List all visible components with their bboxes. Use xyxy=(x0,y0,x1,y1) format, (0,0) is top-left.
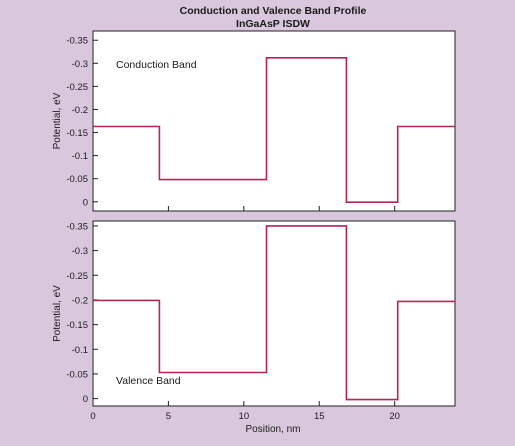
y-axis-ticks: 0 -0.05 -0.1 -0.15 -0.2 -0.25 -0.3 -0.35 xyxy=(66,221,98,405)
x-tick-label: 10 xyxy=(239,411,250,422)
y-axis-label: Potential, eV xyxy=(52,92,63,149)
y-tick-label: -0.35 xyxy=(66,221,88,232)
series-layer xyxy=(93,56,455,203)
series-layer xyxy=(93,225,455,401)
panel-label: Valence Band xyxy=(116,375,181,387)
band-profile-line xyxy=(93,56,455,203)
y-tick-label: -0.3 xyxy=(72,59,88,70)
y-tick-label: -0.1 xyxy=(72,345,88,356)
chart-title: Conduction and Valence Band Profile xyxy=(180,5,367,17)
x-axis-ticks xyxy=(167,206,396,211)
y-tick-label: -0.2 xyxy=(72,105,88,116)
y-tick-label: -0.3 xyxy=(72,246,88,257)
plot-frame xyxy=(92,220,456,407)
y-axis-ticks: -0.35 -0.3 -0.25 -0.2 -0.15 -0.1 -0.05 0 xyxy=(66,36,98,208)
conduction-band-panel: -0.35 -0.3 -0.25 -0.2 -0.15 -0.1 -0.05 0 Potent… xyxy=(52,30,456,212)
plot-frame xyxy=(92,30,456,212)
y-tick-label: -0.35 xyxy=(66,36,88,47)
y-tick-label: -0.05 xyxy=(66,174,88,185)
valence-band-panel: 0 -0.05 -0.1 -0.15 -0.2 -0.25 -0.3 -0.35 0 5 10 15… xyxy=(52,220,456,422)
y-tick-label: -0.15 xyxy=(66,320,88,331)
x-tick-label: 15 xyxy=(314,411,325,422)
x-tick-label: 5 xyxy=(166,411,171,422)
y-tick-label: -0.15 xyxy=(66,128,88,139)
y-tick-label: -0.25 xyxy=(66,82,88,93)
y-tick-label: -0.05 xyxy=(66,369,88,380)
panel-label: Conduction Band xyxy=(116,59,197,71)
y-tick-label: 0 xyxy=(83,394,88,405)
y-tick-label: -0.25 xyxy=(66,271,88,282)
x-axis-ticks: 0 5 10 15 20 xyxy=(90,401,400,422)
y-tick-label: 0 xyxy=(83,197,88,208)
y-tick-label: -0.1 xyxy=(72,151,88,162)
x-axis-label: Position, nm xyxy=(245,424,300,435)
x-tick-label: 20 xyxy=(389,411,400,422)
y-axis-label: Potential, eV xyxy=(52,285,63,342)
y-tick-label: -0.2 xyxy=(72,295,88,306)
chart-subtitle: InGaAsP ISDW xyxy=(236,18,310,30)
x-tick-label: 0 xyxy=(90,411,95,422)
band-profile-line xyxy=(93,225,455,401)
